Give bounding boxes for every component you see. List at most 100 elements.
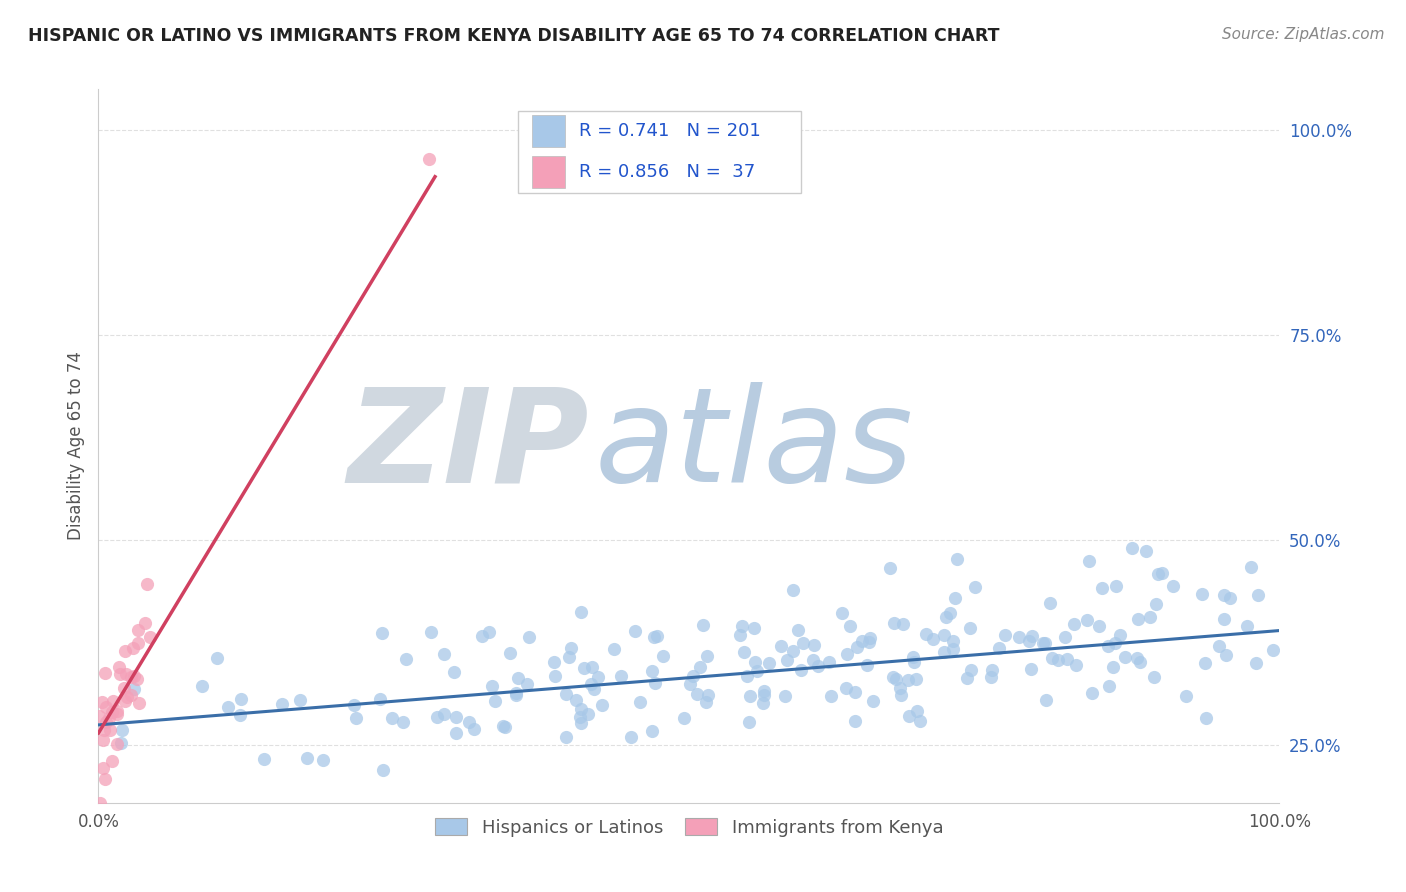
- Point: [897, 673, 920, 687]
- Point: [576, 707, 599, 722]
- Text: Source: ZipAtlas.com: Source: ZipAtlas.com: [1222, 27, 1385, 42]
- Point: [1047, 653, 1070, 667]
- Point: [1102, 660, 1125, 674]
- Point: [959, 621, 981, 635]
- Point: [1175, 689, 1198, 703]
- Point: [588, 670, 610, 684]
- Point: [111, 723, 134, 737]
- Point: [1135, 543, 1157, 558]
- Point: [127, 673, 149, 687]
- Point: [103, 694, 125, 708]
- Point: [624, 624, 647, 638]
- Point: [343, 698, 366, 712]
- Point: [127, 624, 149, 638]
- Point: [1091, 581, 1114, 595]
- Point: [905, 705, 928, 719]
- Point: [775, 689, 797, 703]
- Point: [1114, 650, 1136, 665]
- Point: [1035, 693, 1057, 707]
- Point: [790, 663, 813, 677]
- Point: [1104, 635, 1126, 649]
- Point: [696, 648, 718, 663]
- FancyBboxPatch shape: [531, 115, 565, 147]
- Point: [769, 639, 792, 653]
- Point: [733, 645, 755, 659]
- Point: [1195, 710, 1218, 724]
- Point: [217, 700, 239, 714]
- Point: [1147, 567, 1170, 582]
- Point: [371, 763, 394, 777]
- Point: [94, 715, 117, 730]
- Point: [105, 737, 128, 751]
- Point: [963, 580, 986, 594]
- Text: R = 0.856   N =  37: R = 0.856 N = 37: [579, 163, 755, 181]
- Point: [1213, 612, 1236, 626]
- Point: [579, 677, 602, 691]
- Point: [1219, 591, 1241, 606]
- Point: [915, 627, 938, 641]
- Point: [1129, 655, 1152, 669]
- Point: [115, 690, 138, 705]
- Point: [908, 714, 931, 728]
- Point: [498, 646, 520, 660]
- Point: [858, 634, 880, 648]
- Point: [1040, 650, 1063, 665]
- Point: [831, 606, 853, 620]
- Point: [1018, 633, 1040, 648]
- Point: [862, 694, 884, 708]
- Point: [620, 730, 643, 744]
- Text: R = 0.741   N = 201: R = 0.741 N = 201: [579, 122, 761, 140]
- Point: [426, 710, 449, 724]
- Point: [87, 709, 110, 723]
- Point: [93, 723, 115, 738]
- Point: [1097, 639, 1119, 653]
- Point: [90, 695, 112, 709]
- Text: HISPANIC OR LATINO VS IMMIGRANTS FROM KENYA DISABILITY AGE 65 TO 74 CORRELATION : HISPANIC OR LATINO VS IMMIGRANTS FROM KE…: [28, 27, 1000, 45]
- Point: [1098, 679, 1121, 693]
- Point: [105, 706, 128, 721]
- Point: [205, 650, 228, 665]
- Point: [1032, 635, 1054, 649]
- Point: [987, 641, 1010, 656]
- Point: [818, 655, 841, 669]
- Point: [505, 686, 527, 700]
- Point: [543, 656, 565, 670]
- Legend: Hispanics or Latinos, Immigrants from Kenya: Hispanics or Latinos, Immigrants from Ke…: [427, 811, 950, 844]
- Point: [120, 670, 142, 684]
- Point: [946, 552, 969, 566]
- Point: [1033, 636, 1056, 650]
- Point: [651, 649, 673, 664]
- FancyBboxPatch shape: [531, 156, 565, 188]
- Point: [890, 688, 912, 702]
- Point: [433, 647, 456, 661]
- Point: [903, 656, 925, 670]
- Point: [506, 671, 529, 685]
- Point: [728, 628, 751, 642]
- Point: [516, 677, 538, 691]
- Point: [934, 645, 956, 659]
- Point: [114, 666, 136, 681]
- Point: [371, 625, 394, 640]
- Point: [478, 625, 501, 640]
- Point: [939, 606, 962, 620]
- Point: [758, 656, 780, 670]
- Point: [898, 709, 921, 723]
- Point: [645, 629, 668, 643]
- Point: [1063, 617, 1085, 632]
- Point: [1064, 657, 1087, 672]
- Point: [921, 632, 943, 646]
- Point: [112, 681, 135, 695]
- Point: [253, 752, 276, 766]
- Text: ZIP: ZIP: [347, 383, 589, 509]
- Point: [122, 669, 145, 683]
- Point: [114, 644, 136, 658]
- Point: [1021, 629, 1043, 643]
- Point: [745, 665, 768, 679]
- Point: [443, 665, 465, 680]
- Point: [610, 669, 633, 683]
- Point: [672, 711, 695, 725]
- Point: [1144, 598, 1167, 612]
- Point: [904, 672, 927, 686]
- Point: [882, 670, 904, 684]
- Point: [569, 702, 592, 716]
